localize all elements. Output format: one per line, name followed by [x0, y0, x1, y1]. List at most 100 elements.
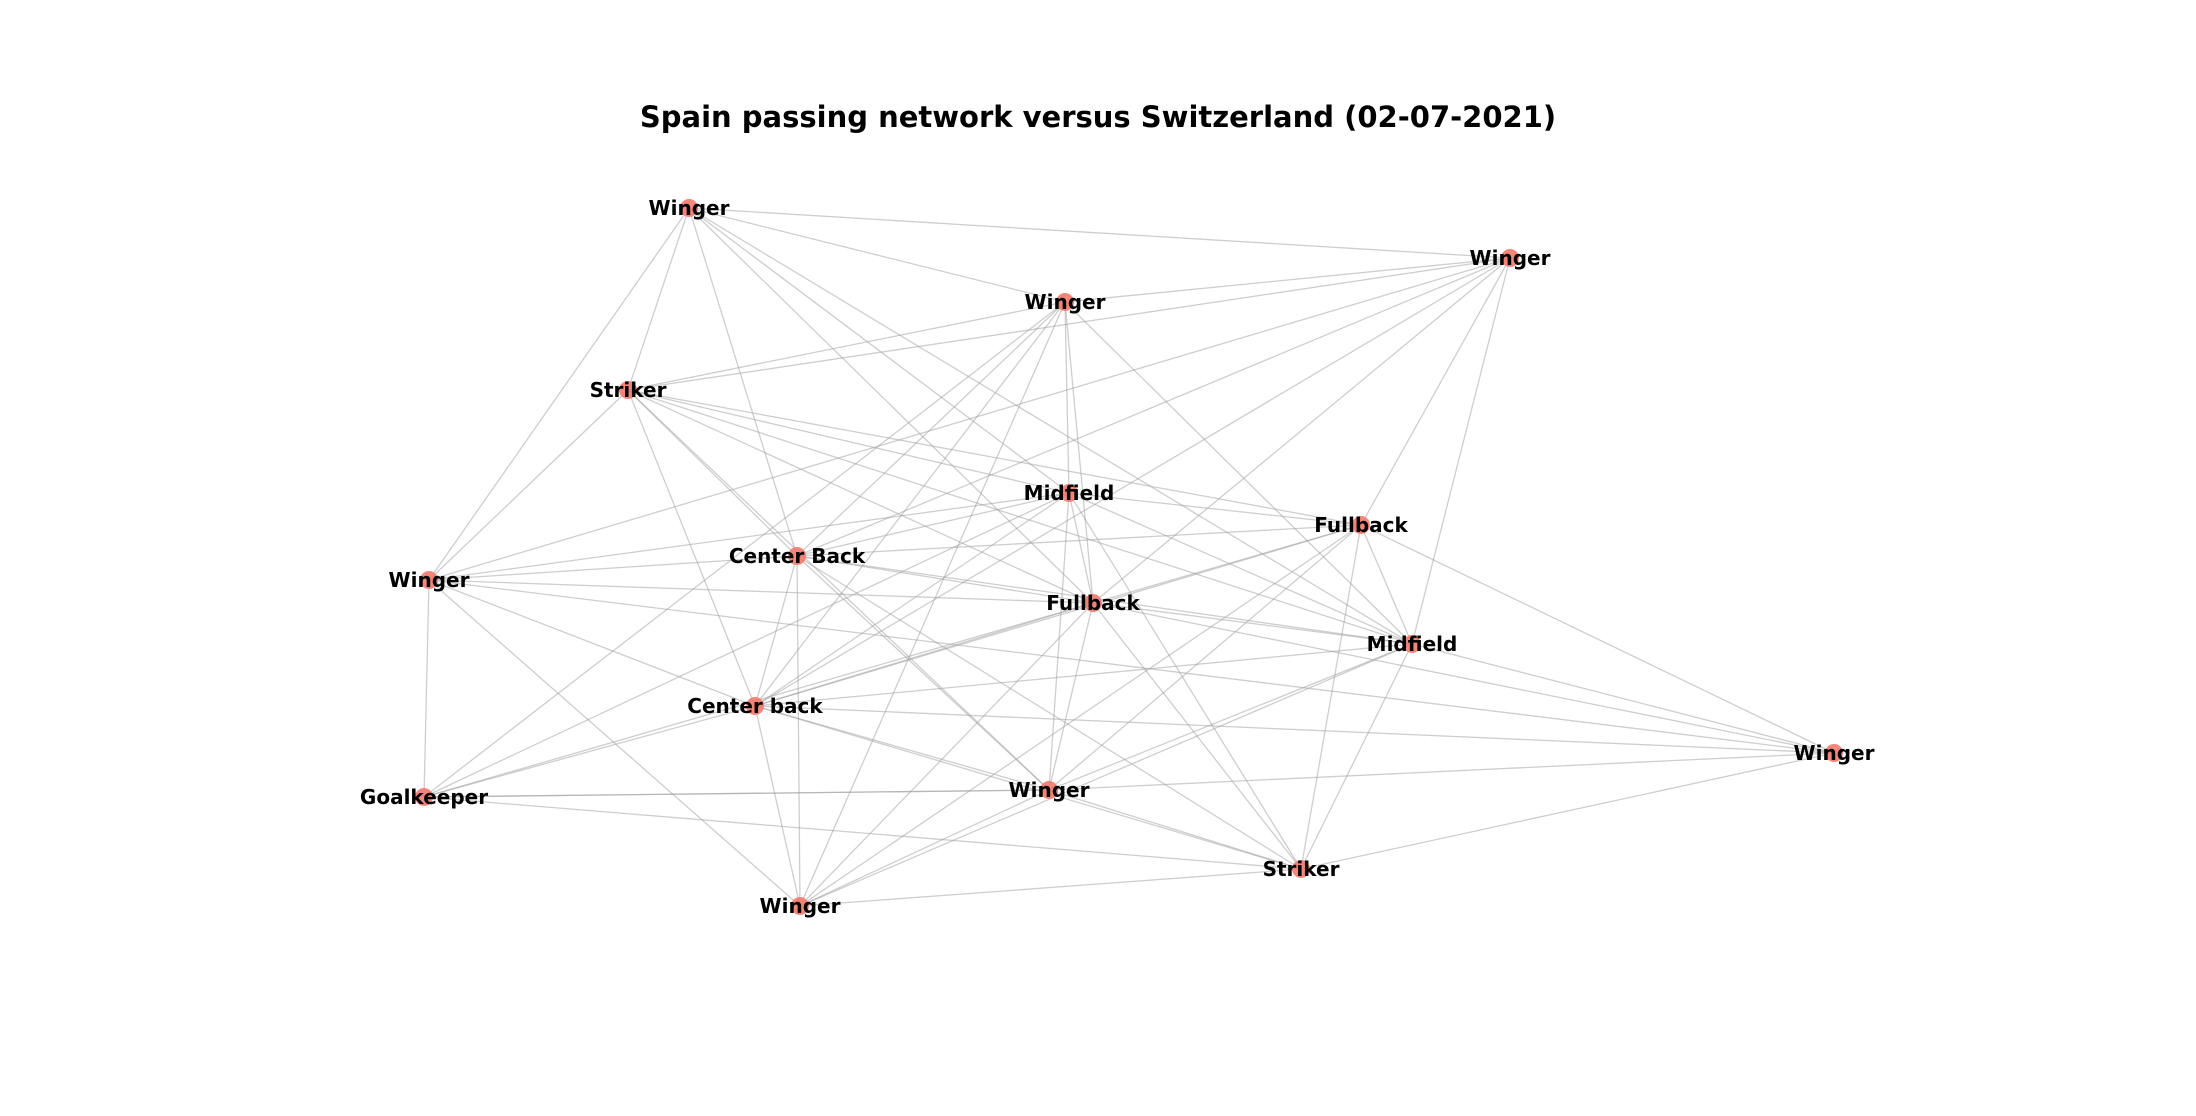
player-label-n3: Striker	[590, 378, 667, 402]
player-label-n0: Winger	[649, 196, 730, 220]
pass-edge-n1-n9	[1411, 257, 1511, 645]
pass-edge-n5-n14	[1300, 524, 1362, 870]
player-node-n5	[1352, 516, 1370, 534]
pass-edge-n0-n3	[627, 207, 690, 391]
pass-edge-n7-n13	[423, 579, 430, 798]
pass-edge-n8-n10	[754, 602, 1094, 707]
player-label-n7: Winger	[389, 568, 470, 592]
pass-edge-n2-n3	[627, 301, 1066, 391]
player-node-n3	[619, 381, 637, 399]
pass-edge-n4-n6	[796, 492, 1070, 557]
pass-edge-n6-n9	[796, 555, 1413, 645]
player-node-n13	[415, 788, 433, 806]
pass-edge-n2-n9	[1064, 301, 1413, 645]
pass-edge-n10-n15	[754, 705, 801, 907]
pass-edge-n3-n8	[627, 389, 1094, 604]
pass-edge-n1-n8	[1092, 257, 1511, 604]
player-node-n4	[1060, 484, 1078, 502]
pass-edge-n4-n9	[1068, 492, 1413, 645]
pass-edge-n6-n12	[796, 555, 1050, 791]
pass-edge-n7-n8	[428, 579, 1094, 604]
pass-edge-n7-n11	[428, 579, 1835, 754]
nodes-layer	[415, 199, 1843, 915]
pass-edge-n1-n2	[1064, 257, 1511, 303]
pass-edge-n2-n10	[754, 301, 1066, 707]
pass-edge-n12-n14	[1048, 789, 1302, 870]
pass-edge-n0-n1	[688, 207, 1511, 259]
pass-edge-n0-n8	[688, 207, 1094, 604]
player-label-n15: Winger	[760, 894, 841, 918]
player-node-n2	[1056, 293, 1074, 311]
pass-edge-n9-n12	[1048, 643, 1413, 791]
pass-edge-n7-n10	[428, 579, 756, 707]
pass-edge-n14-n15	[799, 868, 1302, 907]
pass-edge-n4-n5	[1068, 492, 1362, 526]
chart-title: Spain passing network versus Switzerland…	[640, 100, 1556, 134]
pass-edge-n8-n12	[1048, 602, 1094, 791]
pass-edge-n4-n8	[1068, 492, 1094, 604]
pass-edge-n4-n13	[423, 492, 1070, 798]
pass-edge-n2-n15	[799, 301, 1066, 907]
pass-edge-n3-n12	[627, 389, 1050, 791]
player-label-n11: Winger	[1794, 741, 1875, 765]
player-node-n14	[1292, 860, 1310, 878]
player-node-n6	[788, 547, 806, 565]
pass-edge-n0-n9	[688, 207, 1413, 645]
pass-edge-n1-n5	[1360, 257, 1511, 526]
pass-edge-n4-n10	[754, 492, 1070, 707]
pass-edge-n3-n5	[627, 389, 1362, 526]
pass-edge-n8-n11	[1092, 602, 1835, 754]
pass-edge-n2-n8	[1064, 301, 1094, 604]
player-label-n9: Midfield	[1367, 632, 1458, 656]
pass-edge-n9-n10	[754, 643, 1413, 707]
player-label-n6: Center Back	[729, 544, 866, 568]
player-node-n7	[420, 571, 438, 589]
pass-edge-n1-n7	[428, 257, 1511, 581]
pass-edge-n7-n15	[428, 579, 801, 907]
pass-edge-n9-n14	[1300, 643, 1413, 870]
pass-edge-n0-n4	[688, 207, 1070, 494]
player-node-n15	[791, 897, 809, 915]
pass-edge-n3-n10	[627, 389, 756, 707]
player-node-n12	[1040, 781, 1058, 799]
edges-layer	[423, 207, 1835, 907]
player-node-n1	[1501, 249, 1519, 267]
pass-edge-n5-n11	[1360, 524, 1835, 754]
pass-edge-n6-n7	[428, 555, 798, 581]
player-label-n12: Winger	[1009, 778, 1090, 802]
pass-edge-n9-n15	[799, 643, 1413, 907]
player-label-n14: Striker	[1263, 857, 1340, 881]
player-label-n1: Winger	[1470, 246, 1551, 270]
pass-edge-n3-n7	[428, 389, 629, 581]
pass-edge-n2-n6	[796, 301, 1066, 557]
pass-edge-n10-n11	[754, 705, 1835, 754]
pass-edge-n6-n8	[796, 555, 1094, 604]
pass-edge-n1-n10	[754, 257, 1511, 707]
pass-edge-n3-n4	[627, 389, 1070, 494]
pass-edge-n5-n6	[796, 524, 1362, 557]
pass-edge-n11-n14	[1300, 752, 1835, 870]
pass-edge-n13-n12	[423, 789, 1050, 798]
pass-edge-n2-n4	[1064, 301, 1070, 494]
pass-edge-n2-n13	[423, 301, 1066, 798]
pass-edge-n0-n7	[428, 207, 690, 581]
labels-layer: Winger Winger Winger Striker Midfield Fullbac…	[360, 196, 1875, 918]
pass-edge-n6-n14	[796, 555, 1302, 870]
pass-edge-n3-n9	[627, 389, 1413, 645]
player-node-n9	[1403, 635, 1421, 653]
pass-edge-n8-n15	[799, 602, 1094, 907]
pass-edge-n4-n14	[1068, 492, 1302, 870]
pass-edge-n13-n14	[423, 796, 1302, 870]
player-label-n2: Winger	[1025, 290, 1106, 314]
pass-edge-n8-n9	[1092, 602, 1413, 645]
pass-edge-n11-n12	[1048, 752, 1835, 791]
player-node-n11	[1825, 744, 1843, 762]
pass-edge-n1-n6	[796, 257, 1511, 557]
pass-edge-n10-n14	[754, 705, 1302, 870]
player-node-n0	[680, 199, 698, 217]
pass-edge-n10-n13	[423, 705, 756, 798]
player-label-n4: Midfield	[1024, 481, 1115, 505]
player-label-n8: Fullback	[1046, 591, 1140, 615]
pass-edge-n4-n12	[1048, 492, 1070, 791]
